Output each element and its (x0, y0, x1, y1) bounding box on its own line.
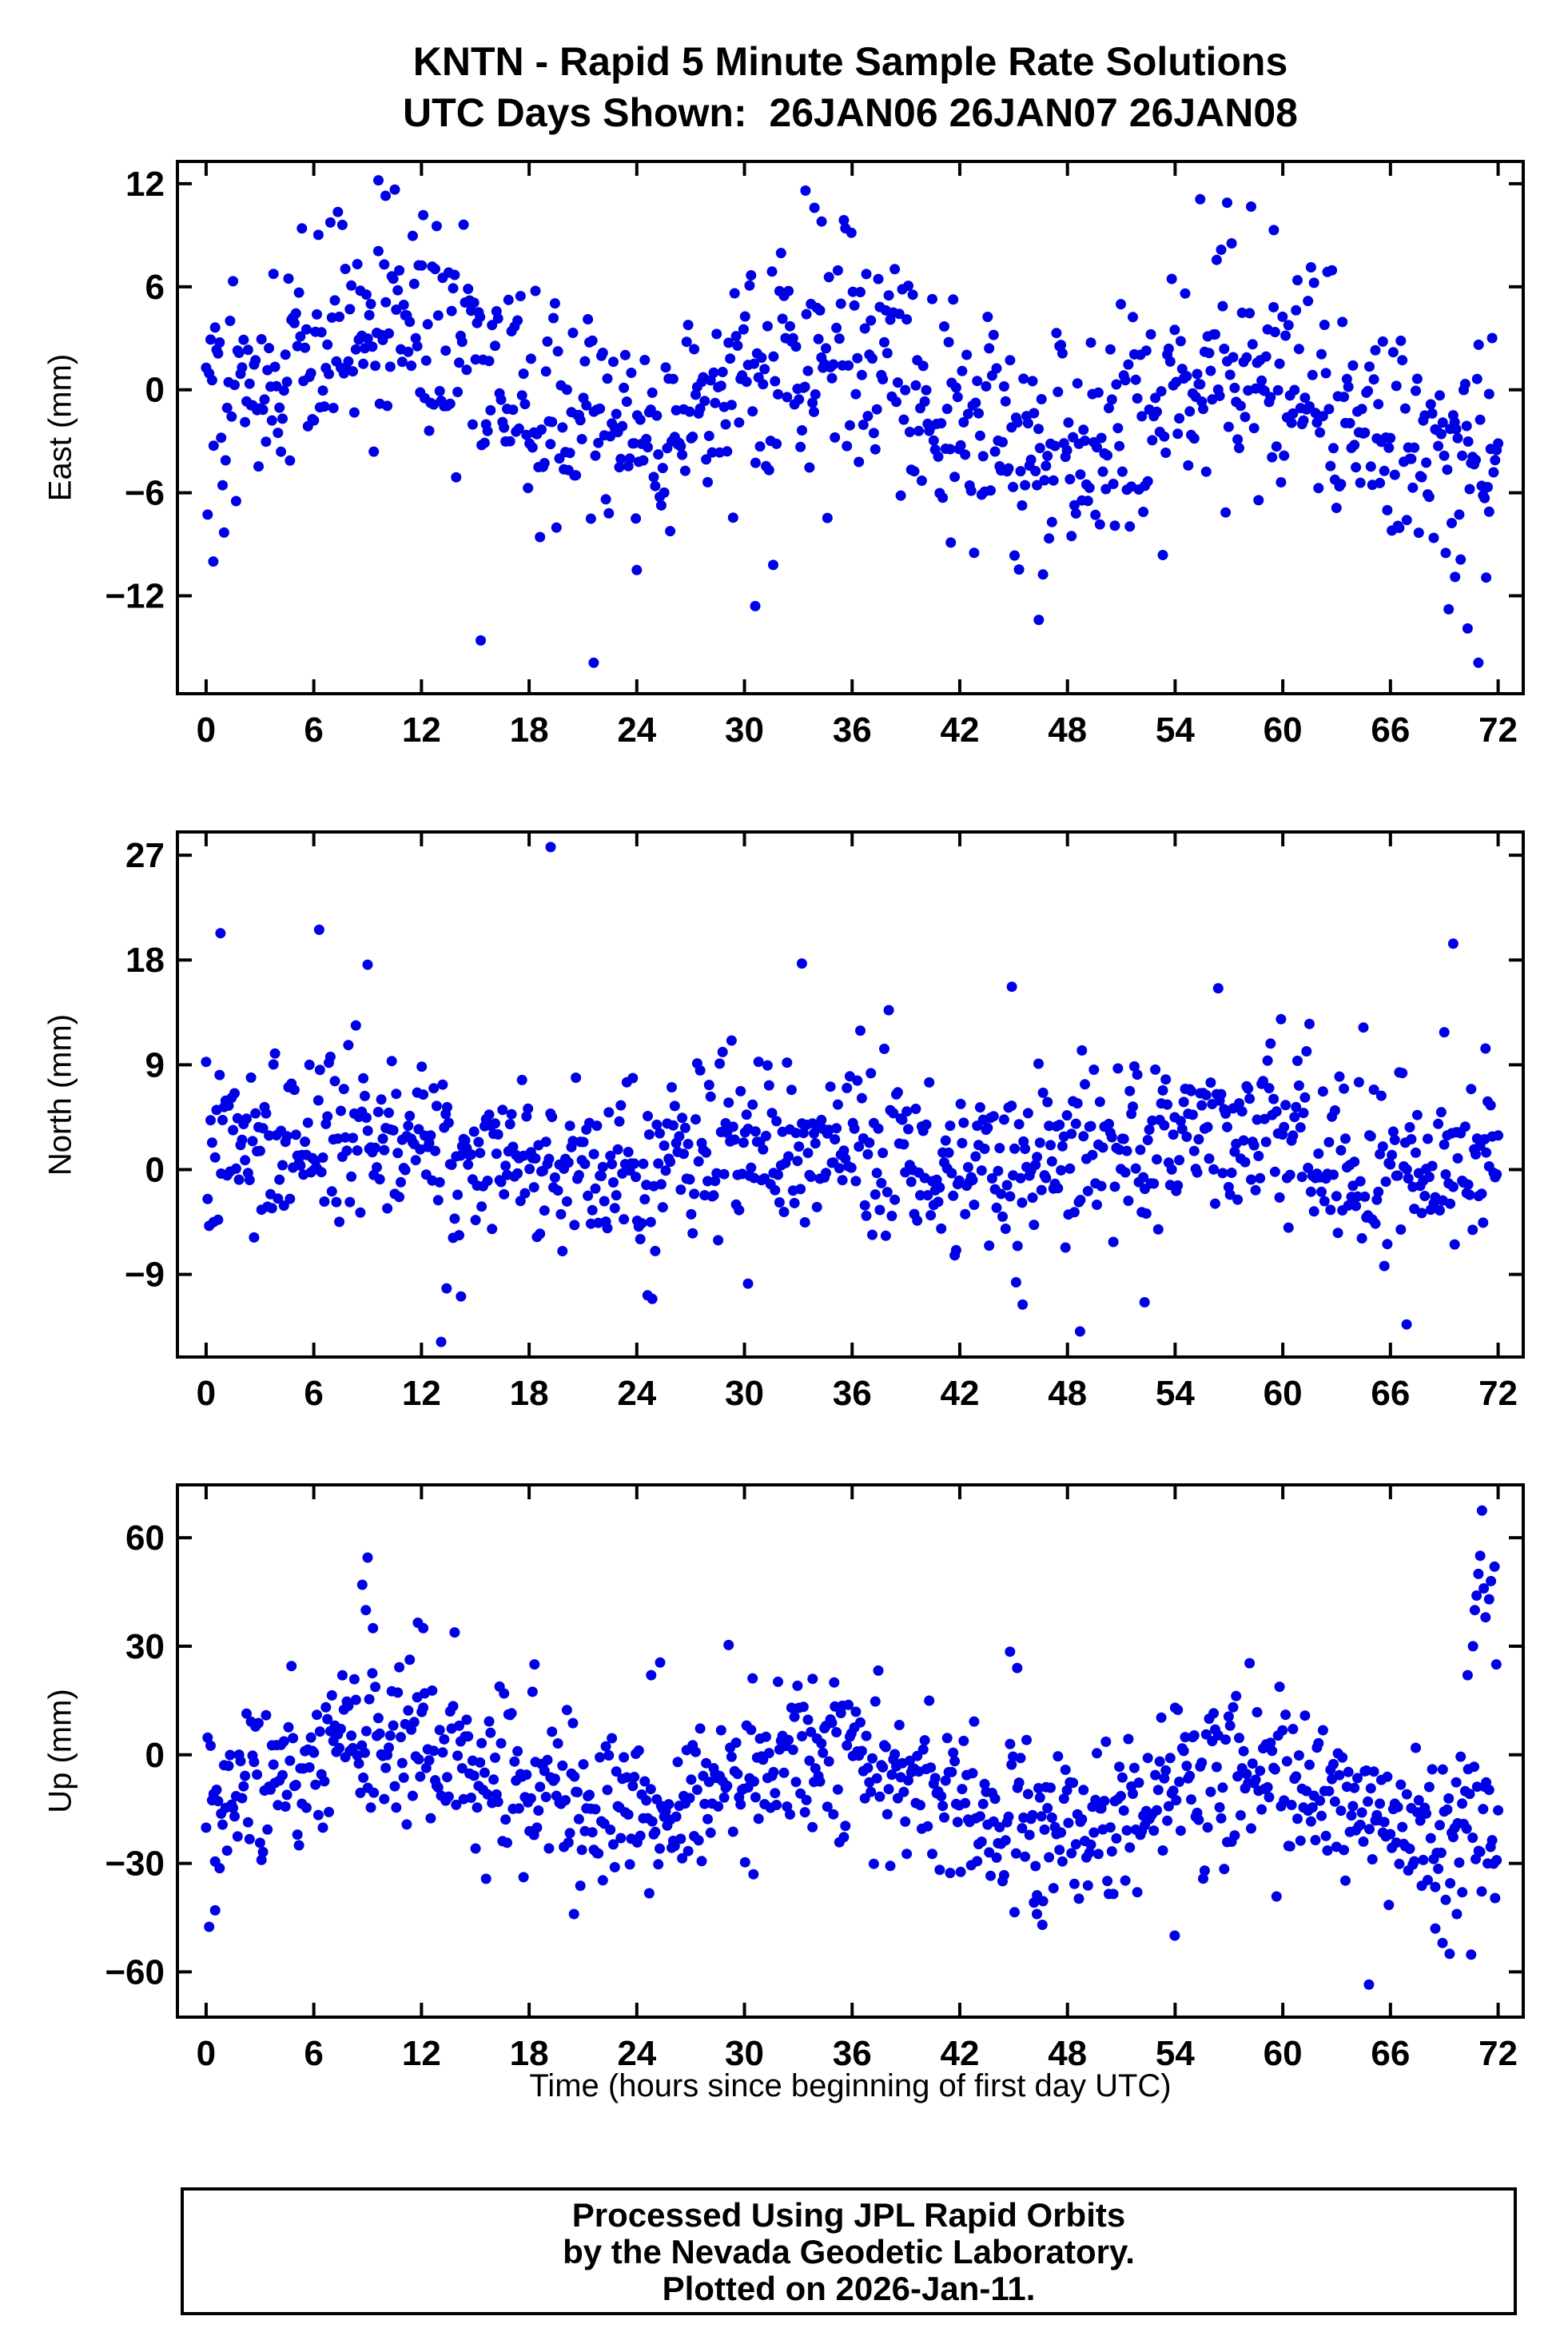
ylabel-north: North (mm) (42, 1013, 78, 1176)
svg-text:54: 54 (1156, 710, 1195, 750)
svg-text:48: 48 (1048, 1374, 1087, 1413)
svg-text:48: 48 (1048, 710, 1087, 750)
svg-text:66: 66 (1371, 1374, 1410, 1413)
svg-text:27: 27 (125, 836, 165, 875)
svg-text:42: 42 (940, 1374, 979, 1413)
svg-text:42: 42 (940, 2034, 979, 2073)
svg-text:12: 12 (402, 2034, 441, 2073)
svg-text:18: 18 (510, 2034, 549, 2073)
svg-text:0: 0 (197, 2034, 216, 2073)
svg-text:6: 6 (304, 2034, 323, 2073)
svg-text:0: 0 (197, 710, 216, 750)
svg-text:54: 54 (1156, 2034, 1195, 2073)
svg-text:18: 18 (125, 941, 165, 980)
xlabel: Time (hours since beginning of first day… (529, 2068, 1172, 2103)
svg-text:−12: −12 (105, 577, 165, 616)
svg-text:60: 60 (1264, 710, 1303, 750)
svg-text:24: 24 (617, 710, 656, 750)
svg-text:6: 6 (304, 1374, 323, 1413)
svg-text:36: 36 (833, 2034, 872, 2073)
svg-text:9: 9 (145, 1045, 165, 1084)
footer-line-1: Processed Using JPL Rapid Orbits (571, 2196, 1126, 2234)
page-subtitle: UTC Days Shown: 26JAN06 26JAN07 26JAN08 (403, 90, 1298, 135)
svg-text:72: 72 (1478, 1374, 1518, 1413)
svg-text:30: 30 (725, 710, 764, 750)
svg-text:60: 60 (1264, 1374, 1303, 1413)
svg-text:60: 60 (125, 1518, 165, 1558)
svg-text:60: 60 (1264, 2034, 1303, 2073)
svg-text:72: 72 (1478, 2034, 1518, 2073)
svg-text:−30: −30 (105, 1845, 165, 1884)
svg-text:0: 0 (145, 371, 165, 410)
footer-line-2: by the Nevada Geodetic Laboratory. (563, 2233, 1135, 2270)
svg-text:−6: −6 (125, 474, 165, 513)
svg-text:0: 0 (145, 1736, 165, 1775)
svg-text:54: 54 (1156, 1374, 1195, 1413)
svg-text:36: 36 (833, 1374, 872, 1413)
svg-text:24: 24 (617, 2034, 656, 2073)
ylabel-up: Up (mm) (42, 1689, 78, 1813)
svg-text:48: 48 (1048, 2034, 1087, 2073)
svg-text:12: 12 (402, 1374, 441, 1413)
svg-text:−60: −60 (105, 1952, 165, 1992)
footer-line-3: Plotted on 2026-Jan-11. (662, 2270, 1036, 2307)
svg-text:−9: −9 (125, 1256, 165, 1295)
svg-text:30: 30 (725, 1374, 764, 1413)
footer-box: Processed Using JPL Rapid Orbits by the … (181, 2187, 1517, 2315)
svg-text:66: 66 (1371, 710, 1410, 750)
svg-text:0: 0 (197, 1374, 216, 1413)
svg-text:24: 24 (617, 1374, 656, 1413)
svg-text:12: 12 (402, 710, 441, 750)
svg-text:30: 30 (725, 2034, 764, 2073)
svg-text:72: 72 (1478, 710, 1518, 750)
svg-text:42: 42 (940, 710, 979, 750)
svg-text:0: 0 (145, 1150, 165, 1189)
svg-text:30: 30 (125, 1627, 165, 1666)
svg-text:18: 18 (510, 710, 549, 750)
svg-text:6: 6 (304, 710, 323, 750)
svg-text:6: 6 (145, 268, 165, 307)
svg-text:66: 66 (1371, 2034, 1410, 2073)
svg-text:36: 36 (833, 710, 872, 750)
svg-text:12: 12 (125, 165, 165, 204)
svg-text:18: 18 (510, 1374, 549, 1413)
ylabel-east: East (mm) (42, 353, 78, 502)
page-title: KNTN - Rapid 5 Minute Sample Rate Soluti… (412, 39, 1288, 84)
